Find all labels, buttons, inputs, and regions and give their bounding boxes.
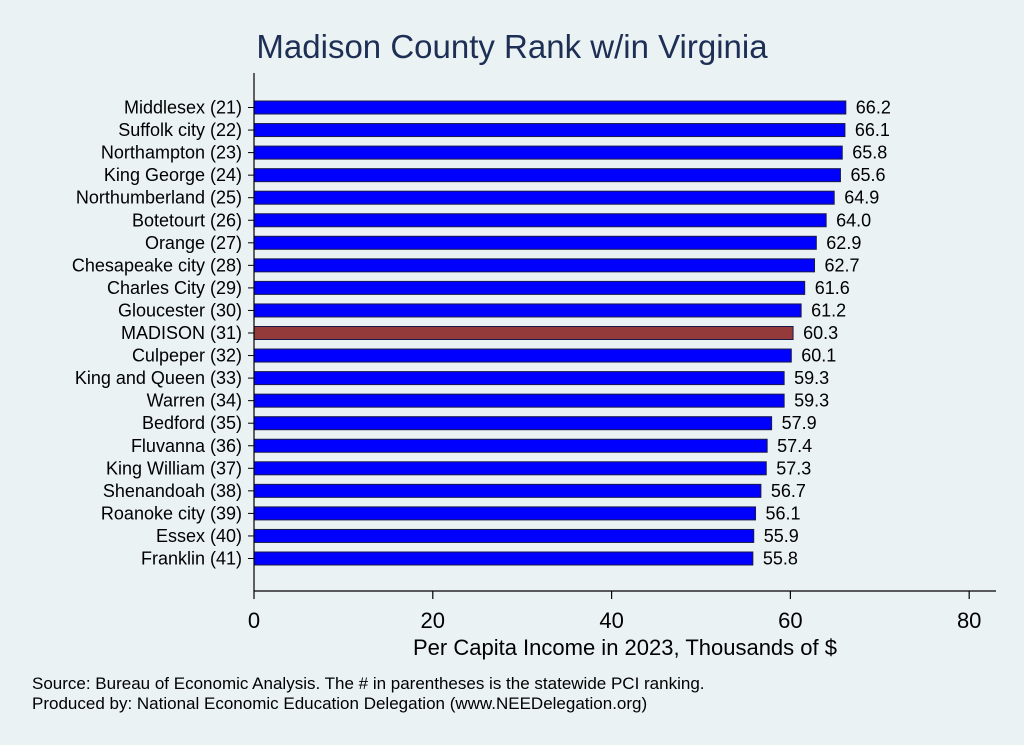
bar: [253, 303, 802, 318]
bar: [253, 528, 755, 543]
bar: [253, 123, 846, 138]
category-label: Culpeper (32): [132, 346, 242, 366]
bar: [253, 506, 757, 521]
bar: [253, 100, 847, 115]
data-label: 62.9: [826, 233, 861, 253]
bars-layer: Middlesex (21) 66.2 Suffolk city (22) 66.1 N…: [72, 98, 891, 569]
bar: [253, 551, 754, 566]
data-label: 61.2: [811, 300, 846, 320]
category-label: Fluvanna (36): [131, 436, 242, 456]
category-label: King and Queen (33): [75, 368, 242, 388]
chart-title: Madison County Rank w/in Virginia: [256, 28, 768, 65]
x-axis-label: Per Capita Income in 2023, Thousands of …: [413, 635, 837, 660]
category-label: Northumberland (25): [76, 188, 242, 208]
category-label: Roanoke city (39): [101, 503, 242, 523]
category-label: MADISON (31): [121, 323, 242, 343]
bar-highlight: [253, 326, 794, 340]
bar: [253, 371, 785, 386]
data-label: 62.7: [825, 255, 860, 275]
category-label: Botetourt (26): [132, 210, 242, 230]
category-label: Essex (40): [156, 526, 242, 546]
data-label: 56.1: [766, 503, 801, 523]
category-label: Gloucester (30): [118, 300, 242, 320]
data-label: 66.2: [856, 98, 891, 118]
x-tick-label: 0: [248, 608, 260, 633]
category-label: Northampton (23): [101, 143, 242, 163]
x-tick-label: 20: [421, 608, 445, 633]
bar: [253, 438, 768, 453]
data-label: 55.8: [763, 549, 798, 569]
category-label: Charles City (29): [107, 278, 242, 298]
data-label: 66.1: [855, 120, 890, 140]
data-label: 61.6: [815, 278, 850, 298]
data-label: 57.9: [782, 413, 817, 433]
category-label: Chesapeake city (28): [72, 255, 242, 275]
data-label: 56.7: [771, 481, 806, 501]
category-label: Suffolk city (22): [118, 120, 242, 140]
category-label: King William (37): [106, 458, 242, 478]
bar: [253, 213, 827, 228]
data-label: 64.0: [836, 210, 871, 230]
source-note: Source: Bureau of Economic Analysis. The…: [32, 674, 705, 693]
data-label: 57.3: [776, 458, 811, 478]
data-label: 59.3: [794, 368, 829, 388]
bar: [253, 258, 816, 273]
bar: [253, 416, 773, 431]
category-label: Orange (27): [145, 233, 242, 253]
data-label: 65.8: [852, 143, 887, 163]
producer-note: Produced by: National Economic Education…: [32, 694, 647, 713]
x-tick-label: 40: [599, 608, 623, 633]
bar: [253, 393, 785, 408]
category-label: Warren (34): [147, 391, 242, 411]
bar: [253, 190, 835, 205]
data-label: 64.9: [844, 188, 879, 208]
bar: [253, 168, 841, 183]
bar: [253, 280, 806, 295]
x-tick-label: 60: [778, 608, 802, 633]
data-label: 65.6: [850, 165, 885, 185]
category-label: Middlesex (21): [124, 98, 242, 118]
category-label: Bedford (35): [142, 413, 242, 433]
x-tick-label: 80: [957, 608, 981, 633]
bar: [253, 145, 843, 160]
data-label: 60.3: [803, 323, 838, 343]
bar: [253, 461, 767, 476]
bar: [253, 235, 817, 250]
data-label: 60.1: [801, 346, 836, 366]
category-label: Shenandoah (38): [103, 481, 242, 501]
category-label: Franklin (41): [141, 549, 242, 569]
category-label: King George (24): [104, 165, 242, 185]
bar: [253, 483, 762, 498]
data-label: 59.3: [794, 391, 829, 411]
data-label: 55.9: [764, 526, 799, 546]
axes-layer: 0 20 40 60 80: [248, 73, 996, 633]
bar: [253, 348, 792, 363]
data-label: 57.4: [777, 436, 812, 456]
